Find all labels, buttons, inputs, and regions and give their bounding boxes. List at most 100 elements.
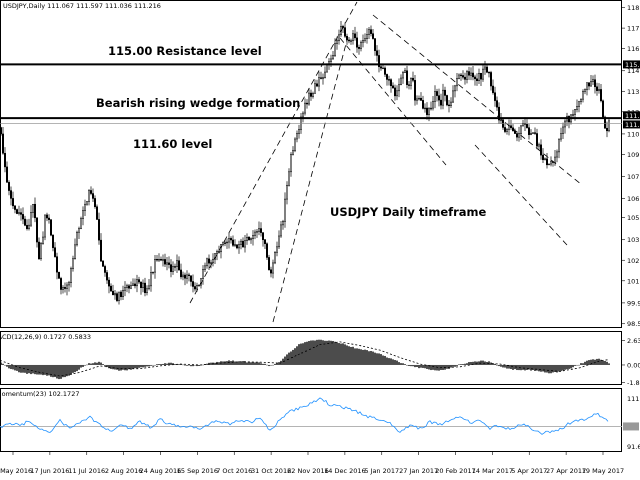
candle-body [304,102,306,114]
macd-bar [366,350,368,365]
time-tick-label: 5 Jan 2017 [364,467,399,475]
macd-bar [332,340,334,365]
candle-body [346,36,348,41]
macd-bar [288,352,290,365]
candle-body [296,133,298,140]
macd-bar [166,363,168,365]
macd-bar [500,364,502,367]
macd-bar [180,364,182,365]
candle-body [596,86,598,91]
macd-bar [308,341,310,365]
macd-bar [438,364,440,371]
candle-body [74,244,76,260]
candle-body [272,262,274,274]
candle-body [408,84,410,86]
candle-body [546,158,548,166]
macd-bar [64,364,66,378]
chart-header: USDJPY,Daily 111.067 111.597 111.036 111… [3,2,161,10]
candle-body [456,78,458,87]
candle-body [520,125,522,134]
candle-body [332,55,334,60]
candle-body [288,171,290,186]
momentum-panel [0,388,622,452]
candle-body [166,262,168,265]
candle-body [312,93,314,97]
macd-bar [510,364,512,369]
macd-bar [94,362,96,365]
price-tick-label: 109.3 [627,151,640,159]
resistance-price-label: 115.00 [625,61,640,69]
candle-body [604,116,606,129]
candle-body [186,274,188,279]
macd-bar [468,362,470,365]
macd-bar [112,364,114,370]
macd-series: 2.639 0.00 -1.89 [0,337,640,387]
macd-bar [80,364,82,368]
macd-bar [564,364,566,370]
macd-bar [266,364,268,366]
candle-body [270,269,272,274]
candle-body [392,85,394,89]
macd-bar [304,342,306,365]
macd-bar [78,364,80,370]
candle-body [426,107,428,115]
macd-bar [540,364,542,372]
candle-body [454,85,456,92]
candle-body [432,101,434,109]
macd-bar [34,364,36,375]
candle-body [116,293,118,301]
time-tick-label: 19 May 2017 [582,467,624,475]
candle-body [38,241,40,260]
macd-bar [580,363,582,365]
macd-bar [50,364,52,377]
candle-body [32,203,34,213]
candle-body [202,269,204,279]
candle-body [176,260,178,267]
candle-body [302,112,304,118]
candle-body [362,40,364,43]
candle-body [580,98,582,103]
candle-body [242,240,244,248]
resistance-price-label-bg [623,60,640,69]
candle-body [444,89,446,96]
macd-bar [98,361,100,365]
candle-body [594,79,596,88]
macd-bar [428,364,430,370]
candle-body [314,83,316,94]
macd-bar [86,364,88,366]
macd-bar [422,364,424,368]
candle-body [204,265,206,270]
macd-bar [442,364,444,370]
candle-body [284,198,286,222]
candle-body [8,182,10,191]
macd-bar [24,364,26,373]
macd-signal-line [0,341,610,377]
candle-body [226,241,228,244]
candle-body [212,258,214,263]
candle-body [590,81,592,87]
price-tick-label: 98.58 [627,320,640,328]
macd-bar [550,364,552,374]
macd-bar [518,364,520,371]
candle-body [216,251,218,254]
time-tick-label: 2 Aug 2016 [105,467,143,475]
candle-body [268,257,270,270]
macd-bar [348,346,350,365]
candle-body [388,79,390,81]
candle-body [108,279,110,287]
macd-bar [342,343,344,365]
macd-bar [268,364,270,367]
candle-body [30,212,32,226]
candle-body [232,239,234,246]
macd-bar [144,364,146,367]
macd-bar [104,364,106,366]
candle-body [326,64,328,73]
price-tick-label: 103.9 [627,236,640,244]
macd-bar [430,364,432,371]
candle-body [246,236,248,241]
candle-body [374,38,376,51]
candle-body [160,259,162,261]
candle-body [438,95,440,101]
candle-body [490,72,492,87]
macd-bar [538,364,540,372]
